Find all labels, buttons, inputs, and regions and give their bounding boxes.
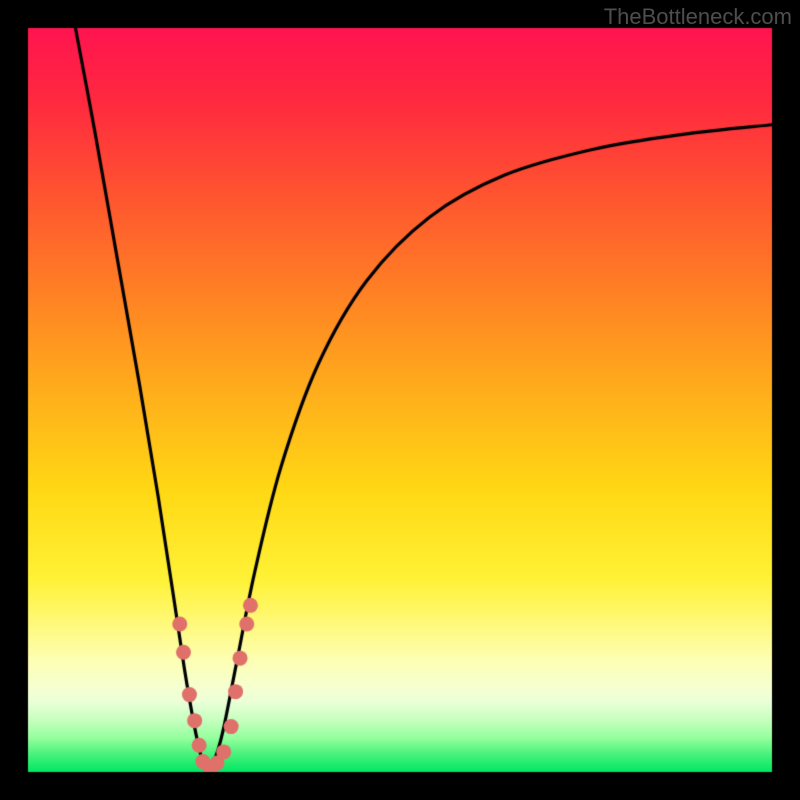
watermark-text: TheBottleneck.com [604,4,792,30]
chart-container: TheBottleneck.com [0,0,800,800]
bottleneck-chart-canvas [0,0,800,800]
